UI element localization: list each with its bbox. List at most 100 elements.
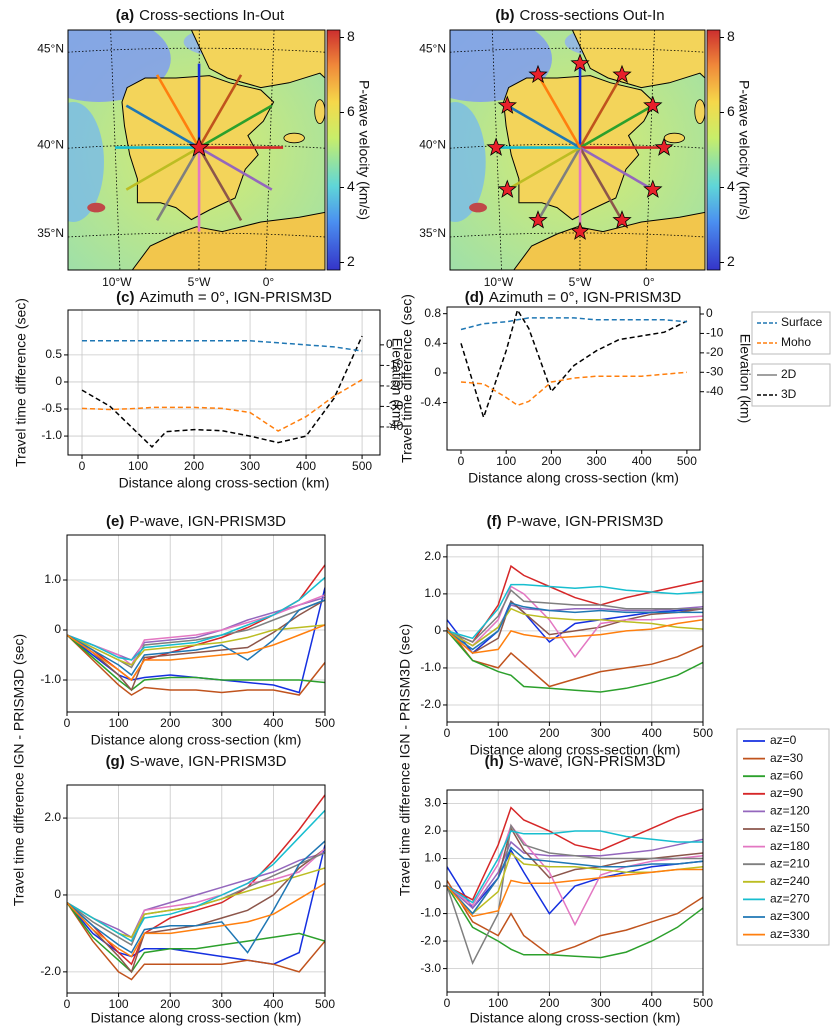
deep-sea	[68, 102, 104, 222]
colorbar-label: P-wave velocity (km/s)	[356, 80, 372, 220]
map	[450, 30, 705, 270]
lat-label: 45°N	[37, 41, 64, 55]
y-tick-label: 1.0	[424, 851, 441, 865]
colorbar-tick-label: 6	[727, 103, 735, 119]
series-line	[67, 902, 325, 981]
panel-title: (g) S-wave, IGN-PRISM3D	[106, 753, 287, 770]
y-axis-label: Travel time difference IGN - PRISM3D (se…	[397, 624, 413, 896]
legend-label: 3D	[781, 387, 797, 401]
anomaly	[469, 202, 487, 213]
legend-label: 2D	[781, 367, 797, 381]
colorbar	[326, 29, 341, 271]
series-group	[460, 308, 688, 420]
x-tick-label: 100	[496, 454, 516, 468]
y-tick-label: -2.0	[420, 933, 441, 947]
graticule	[645, 30, 655, 270]
legend-label: az=240	[770, 874, 810, 888]
series-line	[460, 371, 687, 407]
y-tick-label: -1.0	[420, 660, 441, 674]
colorbar-tick-label: 6	[347, 103, 355, 119]
cross-section	[578, 146, 624, 221]
colorbar-tick-label: 8	[727, 28, 735, 44]
cross-section	[198, 104, 273, 149]
y-tick-label: 3.0	[424, 796, 441, 810]
island	[283, 132, 305, 144]
y2-tick-label: -30	[706, 364, 724, 378]
y-axis-label: Travel time difference (sec)	[399, 294, 415, 463]
series-line	[67, 882, 325, 958]
station-star	[486, 137, 506, 156]
series-line	[67, 634, 325, 696]
cross-section	[155, 74, 201, 149]
series-line	[67, 634, 325, 691]
series-line	[447, 823, 703, 966]
colorbar-tick-label: 2	[727, 253, 735, 269]
series-line	[447, 619, 703, 654]
panel-title: (h) S-wave, IGN-PRISM3D	[485, 753, 666, 770]
y2-tick-label: 0	[386, 337, 393, 351]
colorbar-tick-label: 8	[347, 28, 355, 44]
lon-label: 5°W	[188, 275, 211, 289]
y-tick-label: 0	[434, 623, 441, 637]
panel-title-text: Cross-sections In-Out	[139, 7, 285, 24]
x-tick-label: 400	[263, 997, 283, 1011]
x-tick-label: 0	[79, 459, 86, 473]
legend-label: az=180	[770, 839, 810, 853]
graticule	[68, 143, 325, 149]
legend-label: az=0	[770, 733, 797, 747]
plot-frame	[446, 544, 704, 723]
series-line	[447, 588, 703, 643]
y2-tick-label: -20	[386, 378, 404, 392]
panel-label: (g)	[106, 753, 125, 770]
cross-section	[579, 104, 654, 149]
y2-tick-label: -10	[706, 326, 724, 340]
series-line	[447, 885, 703, 959]
series-line	[460, 317, 687, 331]
x-tick-label: 300	[240, 459, 260, 473]
series-line	[67, 809, 325, 943]
y2-tick-label: -20	[706, 345, 724, 359]
y-tick-label: -2.0	[420, 697, 441, 711]
y-tick-label: 0	[434, 878, 441, 892]
plot-frame	[67, 309, 381, 456]
source-star	[188, 136, 210, 157]
station-star	[528, 210, 548, 229]
y2-axis-label: Elevation (km)	[737, 334, 753, 423]
lat-label: 40°N	[419, 137, 446, 151]
series-line	[447, 626, 703, 688]
panel-title: (d) Azimuth = 0°, IGN-PRISM3D	[465, 289, 682, 306]
series-line	[67, 902, 325, 974]
legend-label: az=330	[770, 927, 810, 941]
station-star	[528, 64, 548, 84]
map	[68, 30, 325, 270]
series-line	[67, 794, 325, 966]
y2-tick-label: -40	[706, 384, 724, 398]
x-tick-label: 300	[591, 726, 611, 740]
legend-label: az=90	[770, 786, 803, 800]
graticule	[450, 47, 705, 53]
series-line	[447, 630, 703, 693]
series-group	[447, 564, 703, 693]
lat-label: 45°N	[419, 41, 446, 55]
lon-label: 0°	[643, 275, 655, 289]
x-axis-label: Distance along cross-section (km)	[470, 742, 681, 758]
island	[663, 132, 686, 144]
colorbar	[706, 29, 721, 271]
map-frame	[449, 29, 706, 271]
series-line	[447, 823, 703, 927]
x-tick-label: 100	[109, 997, 129, 1011]
x-tick-label: 400	[642, 996, 662, 1010]
panel-title-text: Azimuth = 0°, IGN-PRISM3D	[140, 289, 332, 306]
graticule	[450, 232, 705, 238]
series-line	[447, 830, 703, 904]
cross-section	[578, 74, 624, 149]
y-tick-label: 0.5	[45, 347, 62, 361]
y2-tick-label: -30	[386, 399, 404, 413]
y-tick-label: 0.8	[424, 306, 441, 320]
panel-label: (d)	[465, 289, 484, 306]
lon-label: 0°	[263, 275, 275, 289]
colorbar-label: P-wave velocity (km/s)	[736, 80, 752, 220]
x-tick-label: 200	[539, 996, 559, 1010]
legend-label: Moho	[781, 335, 811, 349]
